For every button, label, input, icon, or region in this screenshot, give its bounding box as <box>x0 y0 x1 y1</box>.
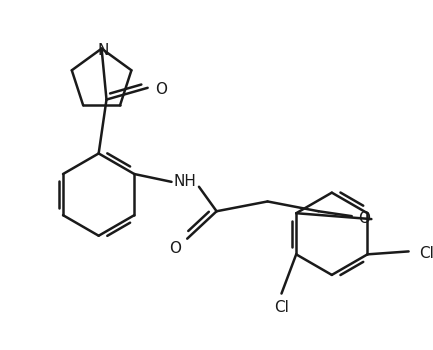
Text: Cl: Cl <box>274 300 289 315</box>
Text: O: O <box>169 241 181 256</box>
Text: N: N <box>98 43 109 58</box>
Text: NH: NH <box>174 174 197 189</box>
Text: O: O <box>155 82 168 97</box>
Text: O: O <box>359 211 371 226</box>
Text: Cl: Cl <box>419 246 433 261</box>
